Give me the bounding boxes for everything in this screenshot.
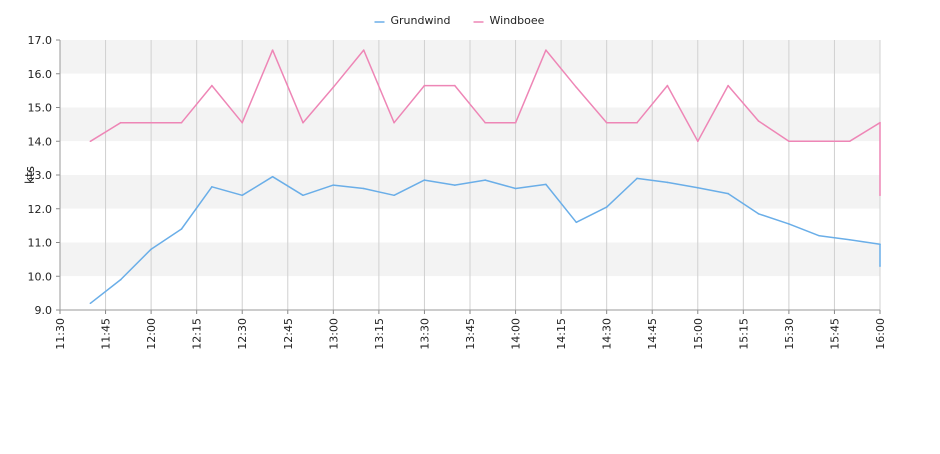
data-point	[423, 179, 426, 181]
data-point	[757, 120, 760, 122]
y-tick-label: 16.0	[28, 68, 53, 81]
data-point	[848, 140, 851, 143]
y-tick-label: 10.0	[28, 270, 53, 283]
data-point	[211, 186, 213, 188]
data-point	[605, 206, 608, 208]
x-tick-label: 15:30	[783, 318, 796, 350]
data-point	[788, 140, 790, 143]
data-point	[727, 192, 729, 195]
data-point	[636, 177, 638, 180]
data-point	[150, 121, 152, 124]
data-point	[575, 221, 578, 224]
data-point	[302, 121, 304, 124]
x-tick-label: 12:45	[282, 318, 295, 350]
x-tick-label: 15:00	[692, 318, 705, 350]
data-point	[666, 181, 669, 184]
data-point	[484, 121, 486, 124]
data-point	[362, 187, 365, 190]
data-point	[514, 187, 517, 190]
y-tick-label: 11.0	[28, 237, 53, 250]
x-tick-label: 12:00	[145, 318, 158, 350]
data-point	[545, 49, 547, 51]
y-tick-label: 12.0	[28, 203, 53, 216]
x-tick-label: 13:30	[418, 318, 431, 350]
data-point	[545, 183, 547, 186]
data-point	[575, 86, 578, 89]
data-point	[848, 239, 851, 241]
x-tick-label: 13:45	[464, 318, 477, 350]
data-point	[879, 121, 881, 124]
data-point	[332, 86, 335, 89]
legend-label: Windboee	[490, 14, 545, 27]
data-point	[119, 278, 122, 281]
y-tick-label: 9.0	[35, 304, 53, 317]
data-point	[757, 213, 760, 215]
data-point	[879, 194, 881, 197]
data-point	[879, 243, 881, 245]
data-point	[423, 84, 426, 87]
data-point	[484, 179, 486, 181]
x-tick-label: 13:00	[327, 318, 340, 350]
x-tick-label: 11:30	[54, 318, 67, 350]
data-point	[271, 175, 274, 178]
data-point	[211, 84, 213, 87]
data-point	[788, 223, 790, 225]
x-tick-label: 12:30	[236, 318, 249, 350]
series-line-grundwind	[89, 175, 881, 304]
data-point	[818, 140, 821, 143]
data-point	[150, 248, 152, 251]
y-tick-label: 14.0	[28, 135, 53, 148]
data-point	[454, 84, 456, 87]
data-point	[605, 121, 608, 124]
x-tick-label: 15:15	[737, 318, 750, 350]
data-point	[89, 302, 92, 305]
y-tick-label: 13.0	[28, 169, 53, 182]
data-point	[727, 84, 729, 87]
x-tick-label: 14:45	[646, 318, 659, 350]
data-point	[636, 121, 638, 124]
y-tick-label: 17.0	[28, 34, 53, 47]
x-tick-label: 16:00	[874, 318, 887, 350]
data-point	[696, 187, 699, 189]
data-point	[818, 234, 821, 237]
data-point	[332, 184, 335, 186]
x-tick-label: 12:15	[191, 318, 204, 350]
data-point	[454, 184, 456, 186]
data-point	[302, 194, 304, 197]
data-point	[241, 121, 244, 124]
data-point	[180, 228, 183, 230]
data-point	[119, 121, 122, 124]
y-axis-label: kts	[23, 166, 37, 184]
series-line-windboee	[90, 49, 881, 196]
data-point	[89, 140, 92, 143]
x-tick-label: 15:45	[828, 318, 841, 350]
y-tick-label: 15.0	[28, 102, 53, 115]
legend-label: Grundwind	[391, 14, 451, 27]
data-point	[879, 265, 881, 267]
x-tick-label: 14:15	[555, 318, 568, 350]
data-point	[514, 121, 517, 124]
data-point	[241, 194, 244, 197]
data-point	[362, 49, 365, 51]
x-tick-label: 14:00	[510, 318, 523, 350]
data-point	[180, 121, 183, 124]
data-point	[271, 49, 274, 51]
x-tick-label: 13:15	[373, 318, 386, 350]
data-point	[393, 121, 395, 124]
data-point	[696, 140, 699, 143]
x-tick-label: 11:45	[100, 318, 113, 350]
data-point	[666, 84, 669, 87]
data-point	[393, 194, 395, 197]
x-tick-label: 14:30	[601, 318, 614, 350]
